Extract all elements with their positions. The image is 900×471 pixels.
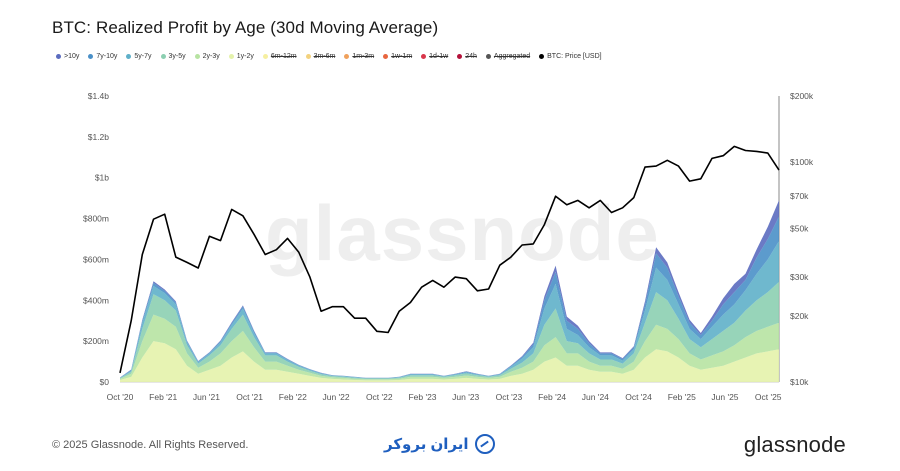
chart-title: BTC: Realized Profit by Age (30d Moving … (52, 18, 439, 37)
legend-dot-icon (126, 54, 132, 59)
legend-label: 3m-6m (313, 53, 336, 60)
legend-label: 5y-7y (134, 53, 152, 60)
legend-label: 3y-5y (168, 53, 186, 60)
legend-label: 1m-3m (352, 53, 375, 60)
x-tick-label: Feb '23 (408, 392, 436, 402)
area-series-2y-3y (120, 314, 779, 381)
legend-item[interactable]: 1w-1m (383, 53, 412, 60)
legend-label: 1w-1m (391, 53, 413, 60)
y-right-tick-label: $50k (790, 223, 809, 233)
legend-item[interactable]: 3y-5y (160, 53, 186, 60)
x-tick-label: Jun '23 (452, 392, 479, 402)
legend-item[interactable]: >10y (56, 53, 79, 60)
legend-dot-icon (194, 54, 200, 59)
y-right-tick-label: $10k (790, 377, 809, 387)
y-left-tick-label: $200m (83, 336, 109, 346)
x-tick-label: Oct '25 (755, 392, 782, 402)
legend-item[interactable]: 5y-7y (126, 53, 152, 60)
y-left-tick-label: $800m (83, 214, 109, 224)
x-tick-label: Oct '23 (496, 392, 523, 402)
x-tick-label: Feb '21 (149, 392, 177, 402)
legend-dot-icon (88, 54, 94, 59)
legend-label: Aggregated (493, 53, 531, 60)
legend-dot-icon (539, 54, 545, 59)
y-right-tick-label: $70k (790, 191, 809, 201)
legend-item[interactable]: BTC: Price [USD] (539, 53, 602, 60)
x-tick-label: Feb '24 (538, 392, 566, 402)
legend-item[interactable]: 2y-3y (194, 53, 220, 60)
legend-label: 6m-12m (270, 53, 297, 60)
x-tick-label: Jun '22 (322, 392, 349, 402)
y-right-tick-label: $200k (790, 91, 814, 101)
legend-item[interactable]: 7y-10y (88, 53, 117, 60)
y-left-tick-label: $0 (100, 377, 110, 387)
legend-label: 1y-2y (236, 53, 254, 60)
legend: >10y 7y-10y 5y-7y 3y-5y 2y-3y 1y-2y 6m-12m 3m-6… (56, 53, 890, 60)
legend-item[interactable]: 3m-6m (305, 53, 336, 60)
legend-dot-icon (262, 54, 268, 59)
x-tick-label: Oct '22 (366, 392, 393, 402)
broker-logo: ایران بروکر (384, 434, 495, 454)
y-left-tick-label: $400m (83, 295, 109, 305)
legend-dot-icon (421, 54, 427, 59)
y-left-tick-label: $1.4b (88, 91, 110, 101)
y-left-tick-label: $1.2b (88, 132, 110, 142)
legend-dot-icon (485, 54, 491, 59)
area-series-1y-2y (120, 341, 779, 382)
x-tick-label: Feb '25 (668, 392, 696, 402)
area-series-3y-5y (120, 281, 779, 380)
legend-label: 7y-10y (96, 53, 118, 60)
legend-label: BTC: Price [USD] (547, 53, 602, 60)
x-tick-label: Jun '21 (193, 392, 220, 402)
x-tick-label: Feb '22 (279, 392, 307, 402)
glassnode-logo: glassnode (743, 432, 846, 457)
broker-icon (474, 434, 495, 454)
y-right-tick-label: $100k (790, 157, 814, 167)
legend-item[interactable]: 6m-12m (262, 53, 297, 60)
legend-item[interactable]: 1d-1w (421, 53, 448, 60)
legend-dot-icon (344, 54, 350, 59)
y-right-tick-label: $20k (790, 311, 809, 321)
y-right-tick-label: $30k (790, 272, 809, 282)
y-left-tick-label: $600m (83, 254, 109, 264)
area-series-5y-7y (120, 241, 779, 379)
legend-label: 1d-1w (429, 53, 449, 60)
legend-label: 24h (465, 53, 477, 60)
x-tick-label: Jun '24 (582, 392, 609, 402)
legend-item[interactable]: 1y-2y (228, 53, 254, 60)
x-tick-label: Oct '21 (236, 392, 263, 402)
legend-dot-icon (56, 54, 61, 59)
x-tick-label: Oct '24 (625, 392, 652, 402)
legend-item[interactable]: 1m-3m (344, 53, 374, 60)
x-tick-label: Oct '20 (107, 392, 134, 402)
btc-price-line (119, 145, 780, 374)
legend-item[interactable]: Aggregated (485, 53, 531, 60)
legend-dot-icon (160, 54, 166, 59)
legend-dot-icon (383, 54, 389, 59)
legend-item[interactable]: 24h (457, 53, 477, 60)
copyright-text: © 2025 Glassnode. All Rights Reserved. (52, 439, 249, 451)
legend-dot-icon (457, 54, 463, 59)
legend-dot-icon (228, 54, 234, 59)
x-tick-label: Jun '25 (711, 392, 738, 402)
legend-label: 2y-3y (202, 53, 220, 60)
y-left-tick-label: $1b (95, 173, 109, 183)
area-series-7y-10y (120, 216, 779, 379)
legend-dot-icon (305, 54, 311, 59)
legend-label: >10y (64, 53, 80, 60)
broker-name: ایران بروکر (384, 436, 469, 453)
